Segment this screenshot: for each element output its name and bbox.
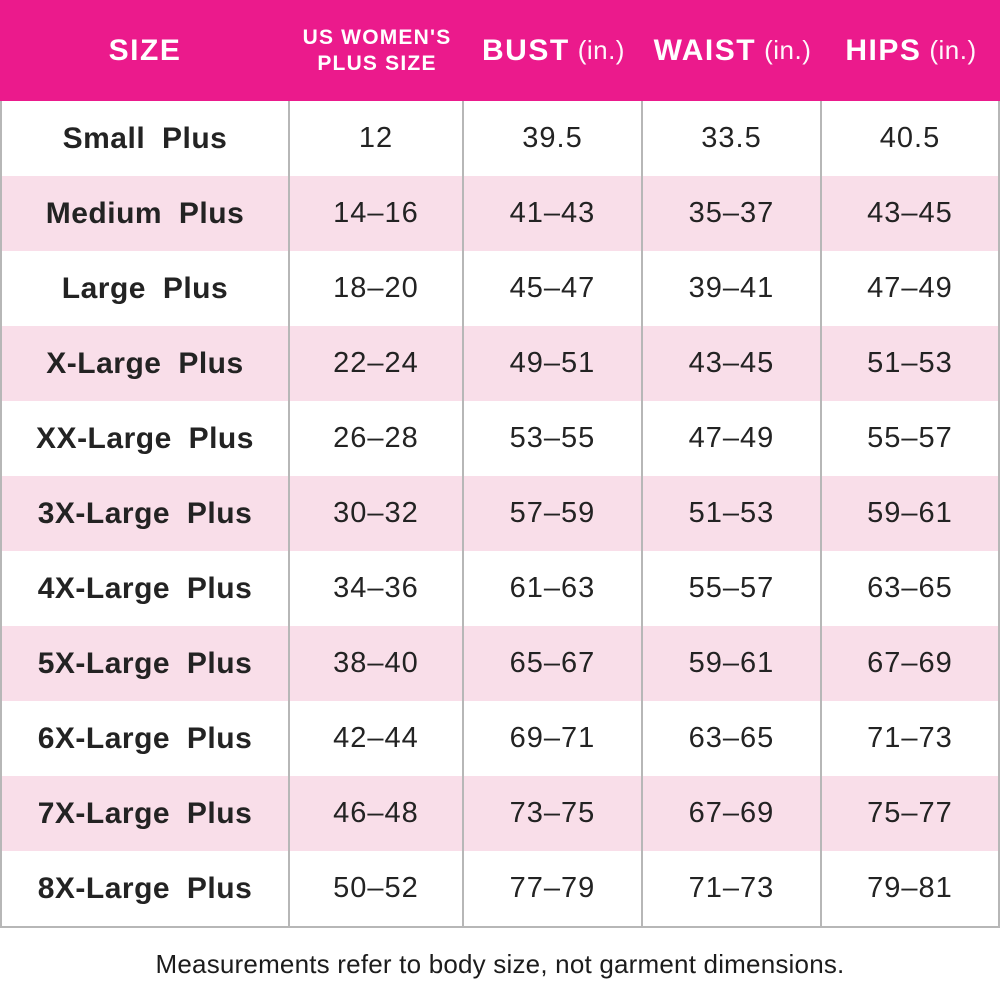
- hips-cell: 63–65: [867, 572, 953, 604]
- us-plus-size-cell: 30–32: [290, 476, 464, 551]
- header-us-plus-line1: US WOMEN'S: [302, 25, 452, 49]
- waist-cell: 39–41: [643, 251, 822, 326]
- waist-cell: 51–53: [643, 476, 822, 551]
- header-us-plus-size: US WOMEN'S PLUS SIZE: [290, 0, 464, 101]
- bust-cell: 65–67: [464, 626, 643, 701]
- header-waist-unit: (in.): [764, 35, 812, 65]
- hips-cell: 67–69: [867, 647, 953, 679]
- us-plus-size-cell: 38–40: [290, 626, 464, 701]
- header-bust: BUST (in.): [464, 0, 643, 101]
- measurement-note: Measurements refer to body size, not gar…: [155, 948, 845, 979]
- header-bust-unit: (in.): [577, 35, 625, 65]
- size-cell: 3X-Large Plus: [2, 476, 290, 551]
- bust-cell: 77–79: [464, 851, 643, 926]
- size-cell: 4X-Large Plus: [2, 551, 290, 626]
- hips-cell: 55–57: [867, 422, 953, 454]
- table-body: Small Plus 12 39.5 33.5 40.5 Medium Plus…: [0, 101, 1000, 928]
- table-row: 7X-Large Plus 46–48 73–75 67–69 75–77: [2, 776, 998, 851]
- table-row: 6X-Large Plus 42–44 69–71 63–65 71–73: [2, 701, 998, 776]
- size-cell: Large Plus: [2, 251, 290, 326]
- table-row: 4X-Large Plus 34–36 61–63 55–57 63–65: [2, 551, 998, 626]
- header-us-plus-line2: PLUS SIZE: [317, 51, 437, 75]
- bust-cell: 73–75: [464, 776, 643, 851]
- us-plus-size-cell: 42–44: [290, 701, 464, 776]
- bust-cell: 45–47: [464, 251, 643, 326]
- bust-cell: 57–59: [464, 476, 643, 551]
- us-plus-size-cell: 46–48: [290, 776, 464, 851]
- hips-cell: 71–73: [867, 722, 953, 754]
- table-header: SIZE US WOMEN'S PLUS SIZE BUST (in.) WAI…: [0, 0, 1000, 101]
- waist-cell: 47–49: [643, 401, 822, 476]
- waist-cell: 63–65: [643, 701, 822, 776]
- us-plus-size-cell: 34–36: [290, 551, 464, 626]
- bust-cell: 39.5: [464, 101, 643, 176]
- table-row: 8X-Large Plus 50–52 77–79 71–73 79–81: [2, 851, 998, 926]
- size-cell: 8X-Large Plus: [2, 851, 290, 926]
- size-cell: XX-Large Plus: [2, 401, 290, 476]
- table-row: X-Large Plus 22–24 49–51 43–45 51–53: [2, 326, 998, 401]
- size-cell: Medium Plus: [2, 176, 290, 251]
- waist-cell: 59–61: [643, 626, 822, 701]
- table-row: 5X-Large Plus 38–40 65–67 59–61 67–69: [2, 626, 998, 701]
- header-hips: HIPS (in.): [822, 0, 1000, 101]
- waist-cell: 67–69: [643, 776, 822, 851]
- us-plus-size-cell: 18–20: [290, 251, 464, 326]
- size-cell: 5X-Large Plus: [2, 626, 290, 701]
- bust-cell: 61–63: [464, 551, 643, 626]
- table-row: 3X-Large Plus 30–32 57–59 51–53 59–61: [2, 476, 998, 551]
- waist-cell: 33.5: [643, 101, 822, 176]
- hips-cell: 79–81: [867, 872, 953, 904]
- header-waist: WAIST (in.): [643, 0, 822, 101]
- waist-cell: 55–57: [643, 551, 822, 626]
- waist-cell: 43–45: [643, 326, 822, 401]
- us-plus-size-cell: 14–16: [290, 176, 464, 251]
- hips-cell: 59–61: [867, 497, 953, 529]
- bust-cell: 49–51: [464, 326, 643, 401]
- header-size: SIZE: [0, 0, 290, 101]
- waist-cell: 35–37: [643, 176, 822, 251]
- header-bust-label: BUST: [482, 33, 570, 67]
- us-plus-size-cell: 50–52: [290, 851, 464, 926]
- hips-cell: 51–53: [867, 347, 953, 379]
- size-cell: 6X-Large Plus: [2, 701, 290, 776]
- bust-cell: 41–43: [464, 176, 643, 251]
- size-cell: 7X-Large Plus: [2, 776, 290, 851]
- bust-cell: 53–55: [464, 401, 643, 476]
- table-row: Large Plus 18–20 45–47 39–41 47–49: [2, 251, 998, 326]
- header-hips-label: HIPS: [845, 33, 922, 67]
- waist-cell: 71–73: [643, 851, 822, 926]
- size-cell: Small Plus: [2, 101, 290, 176]
- header-waist-label: WAIST: [653, 33, 757, 67]
- us-plus-size-cell: 12: [290, 101, 464, 176]
- bust-cell: 69–71: [464, 701, 643, 776]
- hips-cell: 40.5: [879, 122, 941, 154]
- hips-cell: 47–49: [867, 272, 953, 304]
- us-plus-size-cell: 26–28: [290, 401, 464, 476]
- table-row: Medium Plus 14–16 41–43 35–37 43–45: [2, 176, 998, 251]
- hips-cell: 75–77: [867, 797, 953, 829]
- header-size-label: SIZE: [108, 33, 182, 67]
- size-cell: X-Large Plus: [2, 326, 290, 401]
- us-plus-size-cell: 22–24: [290, 326, 464, 401]
- table-row: XX-Large Plus 26–28 53–55 47–49 55–57: [2, 401, 998, 476]
- table-row: Small Plus 12 39.5 33.5 40.5: [2, 101, 998, 176]
- hips-cell: 43–45: [867, 197, 953, 229]
- header-hips-unit: (in.): [929, 35, 977, 65]
